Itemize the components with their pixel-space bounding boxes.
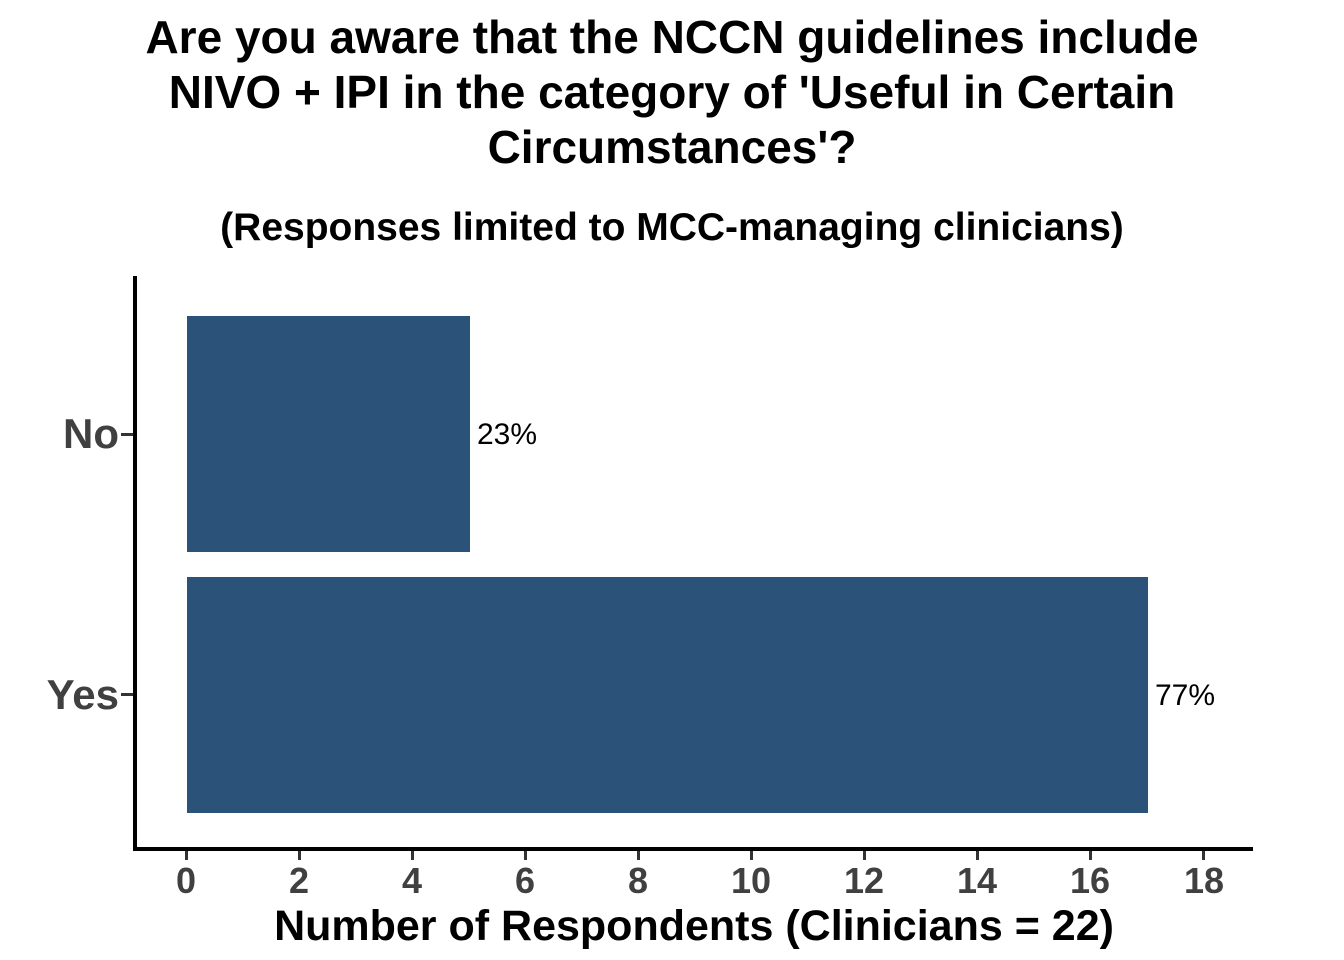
category-tick-yes <box>121 693 133 696</box>
y-axis-line <box>133 276 137 851</box>
x-axis-tick-4 <box>411 851 414 860</box>
x-axis-tick-label-12: 12 <box>843 860 885 901</box>
x-axis-tick-10 <box>750 851 753 860</box>
x-axis-tick-12 <box>863 851 866 860</box>
x-axis-tick-label-14: 14 <box>956 860 998 901</box>
x-axis-tick-label-16: 16 <box>1069 860 1111 901</box>
x-axis-tick-label-18: 18 <box>1183 860 1225 901</box>
x-axis-line <box>133 847 1253 851</box>
chart-title: Are you aware that the NCCN guidelines i… <box>0 10 1344 175</box>
chart-title-line-1: Are you aware that the NCCN guidelines i… <box>145 11 1199 63</box>
x-axis-tick-6 <box>524 851 527 860</box>
x-axis-tick-14 <box>976 851 979 860</box>
x-axis-tick-label-6: 6 <box>514 860 536 901</box>
x-axis-tick-2 <box>298 851 301 860</box>
x-axis-tick-label-2: 2 <box>288 860 310 901</box>
x-axis-tick-0 <box>185 851 188 860</box>
x-axis-tick-label-0: 0 <box>175 860 197 901</box>
x-axis-tick-16 <box>1089 851 1092 860</box>
category-tick-no <box>121 432 133 436</box>
x-axis-title: Number of Respondents (Clinicians = 22) <box>274 902 1114 950</box>
chart-subtitle: (Responses limited to MCC-managing clini… <box>220 206 1124 249</box>
x-axis-tick-18 <box>1202 851 1205 860</box>
category-label-yes: Yes <box>46 670 119 718</box>
chart-title-line-3: Circumstances'? <box>487 121 857 173</box>
bar-value-label-yes: 77% <box>1155 678 1216 712</box>
bar-value-label-no: 23% <box>477 418 538 451</box>
chart-title-line-2: NIVO + IPI in the category of 'Useful in… <box>168 66 1176 118</box>
x-axis-tick-label-8: 8 <box>627 860 649 901</box>
x-axis-tick-8 <box>637 851 640 860</box>
x-axis-tick-label-4: 4 <box>401 860 423 901</box>
bar-yes <box>187 576 1148 813</box>
x-axis-tick-label-10: 10 <box>730 860 772 901</box>
category-label-no: No <box>63 410 119 457</box>
bar-no <box>187 316 470 552</box>
